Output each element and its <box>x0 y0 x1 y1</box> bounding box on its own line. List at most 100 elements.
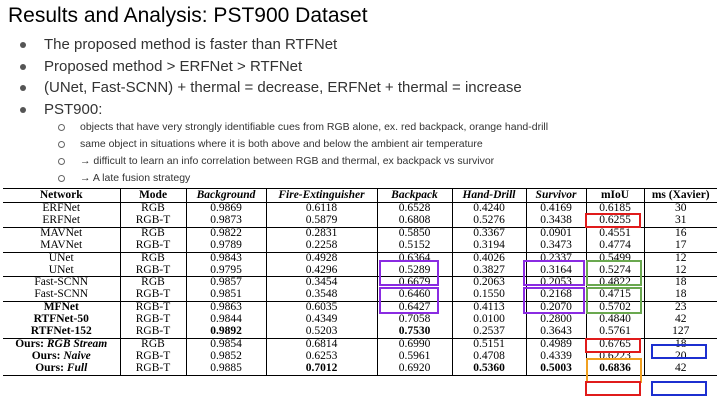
cell-value: 0.3454 <box>266 276 378 290</box>
cell-value: 0.9852 <box>186 350 267 363</box>
network-name: RGB Stream <box>46 338 108 350</box>
sub-bullet-item: → A late fusion strategy <box>58 170 548 187</box>
header-hand-drill: Hand-Drill <box>452 188 527 203</box>
table-row: MAVNet RGB-T 0.9789 0.2258 0.5152 0.3194 0.347… <box>3 239 717 253</box>
cell-value: 0.5879 <box>266 214 378 228</box>
cell-network: UNet <box>3 251 121 265</box>
table-row: Fast-SCNN RGB 0.9857 0.3454 0.6679 0.2063 0.20… <box>3 276 717 290</box>
cell-value: 0.6035 <box>266 301 378 315</box>
cell-value: 18 <box>644 276 717 290</box>
cell-value: 0.5702 <box>586 301 645 315</box>
cell-value: 0.1550 <box>452 289 527 302</box>
cell-network: ERFNet <box>3 202 121 215</box>
cell-value: 0.5850 <box>377 226 453 240</box>
network-name: Full <box>66 362 88 374</box>
bullet-item: The proposed method is faster than RTFNe… <box>20 34 522 56</box>
cell-value: 0.9873 <box>186 214 267 228</box>
cell-network: Ours: Full <box>3 362 121 376</box>
cell-network: RTFNet-50 <box>3 314 121 327</box>
cell-value: 0.6920 <box>377 362 453 376</box>
table-row: ERFNet RGB-T 0.9873 0.5879 0.6808 0.5276 0.343… <box>3 214 717 228</box>
ring-bullet-icon <box>58 175 65 182</box>
cell-value: 0.3643 <box>526 326 587 339</box>
cell-value: 0.4296 <box>266 264 378 277</box>
cell-value: 0.5499 <box>586 251 645 265</box>
network-prefix: Ours: <box>31 350 64 362</box>
cell-value: 0.5289 <box>377 264 453 277</box>
bullet-dot-icon <box>20 42 26 48</box>
cell-mode: RGB-T <box>120 350 187 363</box>
cell-value: 42 <box>644 362 717 376</box>
cell-mode: RGB <box>120 226 187 240</box>
cell-value: 0.3827 <box>452 264 527 277</box>
cell-value: 0.4708 <box>452 350 527 363</box>
ring-bullet-icon <box>58 141 65 148</box>
cell-value: 0.2053 <box>526 276 587 290</box>
cell-value: 0.2537 <box>452 326 527 339</box>
header-miou: mIoU <box>586 188 645 203</box>
cell-value: 0.9854 <box>186 337 267 351</box>
cell-value: 0.4240 <box>452 202 527 215</box>
ring-bullet-icon <box>58 158 65 165</box>
cell-value: 0.9795 <box>186 264 267 277</box>
cell-mode: RGB-T <box>120 301 187 315</box>
cell-value: 23 <box>644 301 717 315</box>
cell-value: 0.4840 <box>586 314 645 327</box>
cell-value: 18 <box>675 289 687 301</box>
cell-value: 42 <box>675 314 687 326</box>
bullet-item: Proposed method > ERFNet > RTFNet <box>20 56 522 78</box>
cell-value: 16 <box>644 226 717 240</box>
cell-value: 0.3548 <box>266 289 378 302</box>
cell-value: 0.9822 <box>186 226 267 240</box>
cell-value: 0.9863 <box>186 301 267 315</box>
cell-mode: RGB-T <box>120 239 187 253</box>
cell-value: 0.9869 <box>186 202 267 215</box>
table-row: MFNet RGB-T 0.9863 0.6035 0.6427 0.4113 0.2070… <box>3 301 717 315</box>
cell-mode: RGB-T <box>120 289 187 302</box>
cell-value: 0.3164 <box>526 264 587 277</box>
cell-value: 0.4822 <box>586 276 645 290</box>
cell-network: MFNet <box>3 301 121 315</box>
cell-value: 0.9885 <box>186 362 267 376</box>
cell-value: 0.6255 <box>586 214 645 228</box>
cell-network: ERFNet <box>3 214 121 228</box>
cell-network: Fast-SCNN <box>3 276 121 290</box>
cell-value: 0.7530 <box>377 326 453 339</box>
cell-value: 0.6427 <box>377 301 453 315</box>
highlight-red-miou-ours-full <box>585 381 641 396</box>
cell-mode: RGB-T <box>120 314 187 327</box>
table-row: Ours: Full RGB-T 0.9885 0.7012 0.6920 0.5360 0… <box>3 362 717 376</box>
cell-value: 0.6528 <box>377 202 453 215</box>
table-row: MAVNet RGB 0.9822 0.2831 0.5850 0.3367 0.0901 0… <box>3 226 717 240</box>
cell-value: 0.2800 <box>526 314 587 327</box>
cell-mode: RGB <box>120 202 187 215</box>
cell-mode: RGB-T <box>120 362 187 376</box>
table-row: Fast-SCNN RGB-T 0.9851 0.3548 0.6460 0.1550 0.… <box>3 289 717 302</box>
cell-value: 0.9843 <box>186 251 267 265</box>
cell-network: MAVNet <box>3 239 121 253</box>
table-header-row: Network Mode Background Fire-Extinguishe… <box>3 188 717 203</box>
bullet-dot-icon <box>20 85 26 91</box>
cell-value: 12 <box>675 264 687 276</box>
cell-value: 0.5151 <box>452 337 527 351</box>
cell-value: 0.9851 <box>186 289 267 302</box>
bullet-dot-icon <box>20 63 26 70</box>
cell-value: 20 <box>675 350 687 362</box>
cell-value: 0.4989 <box>526 337 587 351</box>
ring-bullet-icon <box>58 124 65 131</box>
cell-value: 0.6364 <box>377 251 453 265</box>
cell-value: 0.2063 <box>452 276 527 290</box>
cell-value: 0.5276 <box>452 214 527 228</box>
table-row: RTFNet-152 RGB-T 0.9892 0.5203 0.7530 0.2537 0… <box>3 326 717 339</box>
cell-value: 0.3367 <box>452 226 527 240</box>
cell-value: 0.6814 <box>266 337 378 351</box>
table-row: ERFNet RGB 0.9869 0.6118 0.6528 0.4240 0.4169 0… <box>3 202 717 215</box>
header-network: Network <box>3 188 121 203</box>
header-background: Background <box>186 188 267 203</box>
cell-network: RTFNet-152 <box>3 326 121 339</box>
network-prefix: Ours: <box>35 362 67 374</box>
cell-value: 0.9844 <box>186 314 267 327</box>
cell-value: 0.9789 <box>186 239 267 253</box>
cell-value: 0.2070 <box>526 301 587 315</box>
cell-value: 18 <box>644 337 717 351</box>
